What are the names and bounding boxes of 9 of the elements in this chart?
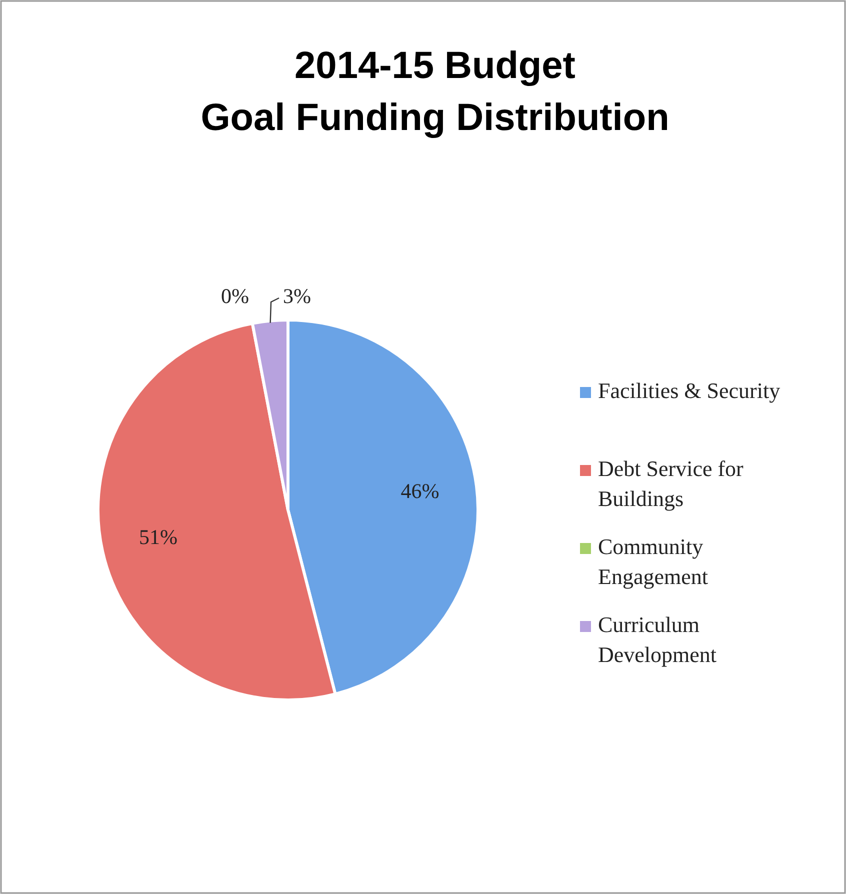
data-label: 3% [283, 284, 311, 308]
legend-label: Community Engagement [598, 534, 708, 590]
chart-title: 2014-15 Budget Goal Funding Distribution [200, 45, 670, 139]
legend-label: Facilities & Security [598, 378, 780, 404]
legend-label: Debt Service for Buildings [598, 456, 744, 512]
data-label: 46% [400, 479, 440, 504]
legend-label: Curriculum Development [598, 612, 717, 668]
data-label: 51% [138, 524, 178, 549]
text: 0% [221, 284, 249, 308]
